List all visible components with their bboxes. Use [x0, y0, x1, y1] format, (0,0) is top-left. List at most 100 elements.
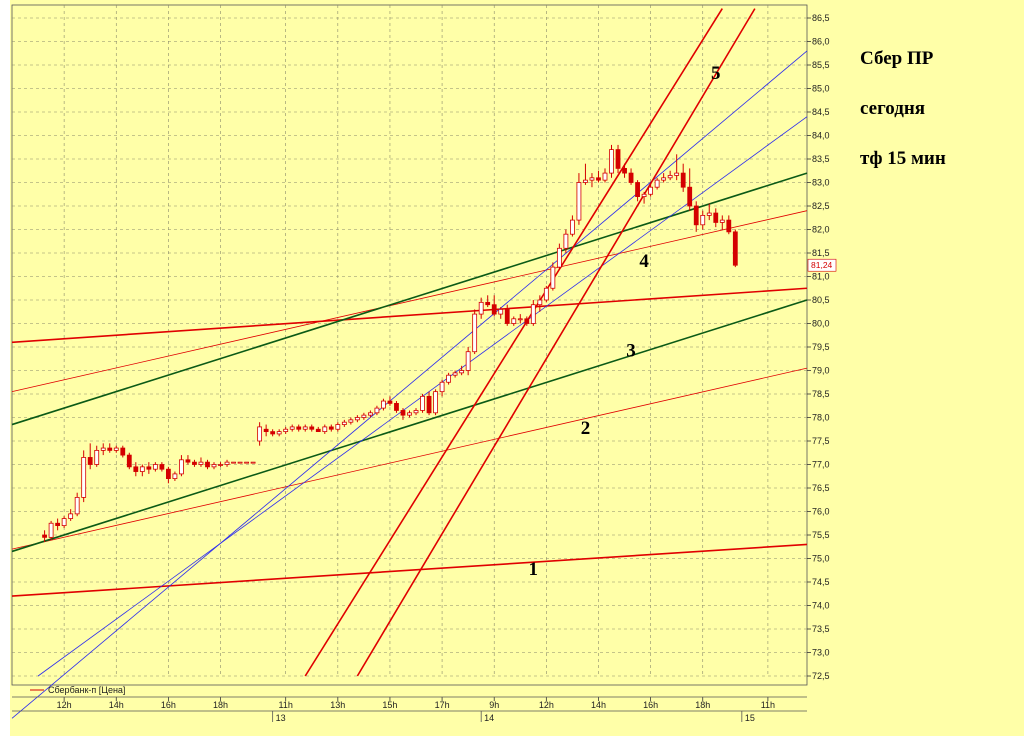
- candle-body: [94, 449, 100, 465]
- candle-body: [713, 212, 719, 223]
- candle-body: [126, 454, 132, 468]
- line-number-label: 1: [529, 559, 539, 580]
- y-tick-label: 84,5: [812, 107, 830, 117]
- x-tick-label: 14h: [109, 700, 124, 710]
- candle-body: [48, 522, 54, 538]
- candle-body: [152, 464, 158, 470]
- trend-line: [304, 8, 723, 677]
- candle-body: [635, 182, 640, 197]
- candle-body: [257, 426, 263, 442]
- y-tick-label: 76,5: [812, 483, 830, 493]
- candle-body: [42, 534, 47, 538]
- candle-body: [524, 318, 530, 324]
- candle-body: [472, 313, 478, 353]
- trend-line: [11, 367, 808, 550]
- candle-body: [100, 447, 106, 451]
- note-line-3: тф 15 мин: [860, 148, 946, 169]
- candle-body: [354, 417, 360, 421]
- candle-body: [446, 374, 451, 383]
- candle-body: [465, 351, 471, 371]
- candle-body: [596, 177, 601, 181]
- candle-body: [550, 266, 556, 289]
- y-tick-label: 81,5: [812, 248, 830, 258]
- note-line-1: Сбер ПР: [860, 48, 934, 69]
- notes: Сбер ПР сегодня тф 15 мин: [860, 48, 946, 169]
- trend-line: [11, 50, 808, 719]
- candle-body: [687, 186, 693, 207]
- day-label: 15: [745, 713, 755, 723]
- candle-body: [133, 466, 139, 472]
- candle-body: [61, 518, 67, 526]
- note-line-2: сегодня: [860, 98, 925, 119]
- x-tick-label: 16h: [643, 700, 658, 710]
- candle-body: [250, 461, 256, 464]
- y-tick-label: 79,0: [812, 366, 830, 376]
- candle-body: [420, 395, 425, 411]
- candle-body: [192, 461, 197, 465]
- trend-lines: [11, 8, 808, 719]
- x-tick-label: 18h: [695, 700, 710, 710]
- day-label: 14: [484, 713, 494, 723]
- y-tick-label: 75,0: [812, 554, 830, 564]
- candle-body: [120, 447, 126, 456]
- y-tick-label: 85,5: [812, 60, 830, 70]
- line-number-label: 4: [639, 251, 649, 272]
- left-panel: [0, 0, 10, 736]
- candle-body: [172, 473, 178, 479]
- candle-body: [368, 412, 373, 416]
- candle-body: [407, 412, 412, 416]
- candle-body: [583, 179, 588, 183]
- candles: [42, 144, 738, 543]
- candle-body: [328, 426, 334, 430]
- candle-body: [511, 318, 517, 324]
- trend-line: [11, 172, 808, 426]
- candle-body: [315, 428, 321, 432]
- candle-body: [55, 522, 61, 526]
- candle-body: [680, 172, 686, 188]
- y-tick-label: 80,0: [812, 319, 830, 329]
- grid: [12, 5, 807, 677]
- x-axis: 12h 14h 16h 18h 11h 13h 15h 17h 9h 12h 14h 16h 18h 11…: [12, 696, 807, 723]
- candle-body: [622, 167, 627, 174]
- y-tick-label: 86,5: [812, 13, 830, 23]
- y-tick-label: 76,0: [812, 507, 830, 517]
- candle-body: [667, 175, 673, 179]
- y-tick-label: 77,5: [812, 436, 830, 446]
- last-price-box: [807, 258, 837, 272]
- candle-body: [654, 179, 660, 188]
- candle-body: [211, 464, 217, 468]
- candle-body: [341, 421, 347, 425]
- candle-body: [537, 299, 543, 306]
- x-tick-label: 11h: [279, 700, 293, 710]
- candle-body: [661, 177, 667, 181]
- candle-body: [589, 177, 595, 181]
- candle-body: [296, 426, 302, 430]
- candle-body: [348, 419, 354, 423]
- candle-body: [302, 426, 308, 430]
- trend-line: [11, 299, 808, 553]
- y-axis: 72,5 73,0 73,5 74,0 74,5 75,0 75,5 76,0 76,5 77,0…: [807, 13, 837, 681]
- candle-body: [452, 372, 458, 376]
- candle-body: [335, 424, 341, 430]
- line-number-label: 3: [626, 340, 636, 361]
- candle-body: [706, 212, 712, 216]
- candle-body: [459, 370, 465, 374]
- y-tick-label: 83,5: [812, 154, 830, 164]
- candle-body: [732, 231, 738, 266]
- candle-body: [309, 426, 315, 430]
- x-tick-label: 12h: [539, 700, 554, 710]
- candle-body: [563, 233, 569, 249]
- candle-body: [361, 414, 367, 418]
- candle-body: [81, 457, 87, 498]
- candle-body: [237, 461, 243, 464]
- candle-body: [517, 318, 523, 321]
- candle-body: [478, 301, 484, 315]
- y-tick-label: 82,0: [812, 225, 830, 235]
- x-tick-label: 18h: [213, 700, 228, 710]
- x-tick-label: 11h: [761, 700, 775, 710]
- candle-body: [322, 426, 328, 432]
- line-number-label: 5: [711, 63, 721, 84]
- y-tick-label: 72,5: [812, 671, 830, 681]
